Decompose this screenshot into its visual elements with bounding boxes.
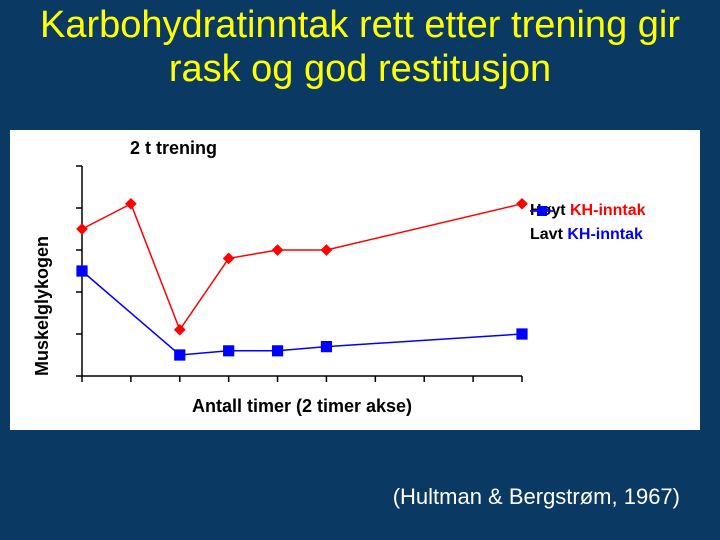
chart-container: 2 t trening Muskelglykogen Antall timer … — [10, 130, 700, 430]
y-axis-label: Muskelglykogen — [32, 236, 53, 376]
legend-label: Lavt KH-inntak — [530, 226, 643, 244]
chart-legend: Høyt KH-inntakLavt KH-inntak — [530, 200, 646, 248]
x-axis-label: Antall timer (2 timer akse) — [82, 396, 522, 417]
legend-item: Lavt KH-inntak — [530, 224, 646, 246]
slide: Karbohydratinntak rett etter trening gir… — [0, 0, 720, 540]
slide-title: Karbohydratinntak rett etter trening gir… — [0, 0, 720, 91]
chart-inner-title: 2 t trening — [130, 138, 217, 159]
chart-svg — [10, 130, 700, 430]
citation: (Hultman & Bergstrøm, 1967) — [393, 484, 680, 510]
